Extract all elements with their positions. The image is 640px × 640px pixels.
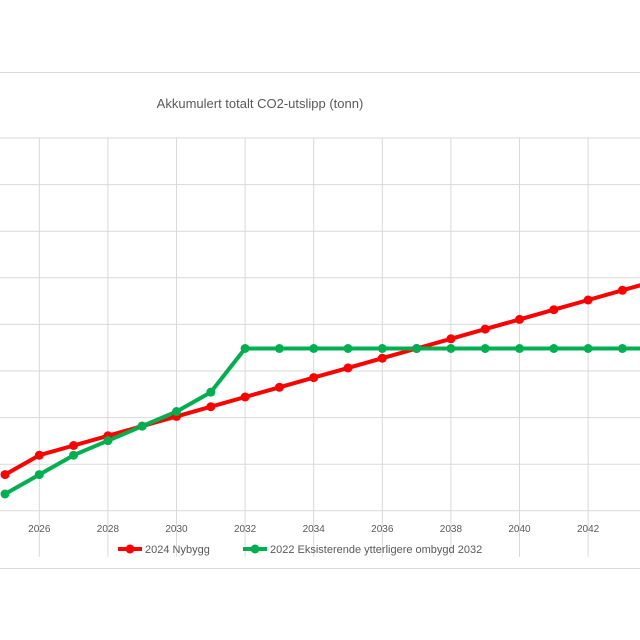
x-tick-label: 2036 (371, 524, 394, 535)
x-tick-label: 2038 (440, 524, 463, 535)
legend-label: 2022 Eksisterende ytterligere ombygd 203… (270, 544, 482, 556)
legend-item: 2024 Nybygg (118, 544, 210, 556)
chart-area (0, 72, 640, 569)
data-point (480, 344, 490, 353)
data-point (274, 382, 284, 392)
data-point (309, 373, 319, 383)
data-point (617, 344, 627, 353)
series-line-1 (4, 346, 640, 496)
data-point (240, 392, 250, 402)
data-point (103, 436, 113, 446)
data-point (617, 285, 627, 295)
data-point (172, 407, 181, 417)
x-tick-label: 2034 (303, 524, 326, 535)
x-tick-label: 2040 (508, 524, 531, 535)
x-tick-label: 2030 (165, 524, 188, 535)
data-point (34, 450, 44, 460)
data-point (515, 344, 524, 353)
data-point (377, 353, 387, 363)
chart-title: Akkumulert totalt CO2-utslipp (tonn) (156, 96, 364, 111)
data-point (0, 470, 10, 480)
data-point (343, 363, 353, 373)
x-tick-label: 2028 (97, 524, 120, 535)
data-point (377, 344, 387, 353)
data-point (549, 305, 559, 315)
data-point (309, 344, 319, 353)
data-point (446, 334, 456, 344)
data-point (549, 344, 559, 353)
legend-label: 2024 Nybygg (145, 544, 210, 556)
data-point (583, 295, 593, 305)
data-point (69, 450, 79, 460)
data-point (480, 324, 490, 334)
x-tick-label: 2032 (234, 524, 257, 535)
legend-swatch-marker (250, 544, 260, 554)
data-point (240, 344, 250, 353)
data-point (34, 470, 44, 480)
data-point (69, 441, 79, 450)
data-point (446, 344, 456, 353)
data-point (412, 344, 422, 353)
data-point (206, 387, 216, 397)
data-point (343, 344, 353, 353)
legend-swatch-marker (125, 544, 135, 554)
x-tick-label: 2026 (28, 524, 51, 535)
data-point (583, 344, 593, 353)
x-tick-label: 2042 (577, 524, 600, 535)
data-point (0, 489, 10, 499)
data-point (274, 344, 284, 353)
data-point (515, 314, 524, 324)
data-point (137, 421, 147, 431)
legend-item: 2022 Eksisterende ytterligere ombygd 203… (243, 544, 482, 556)
data-point (206, 402, 216, 412)
